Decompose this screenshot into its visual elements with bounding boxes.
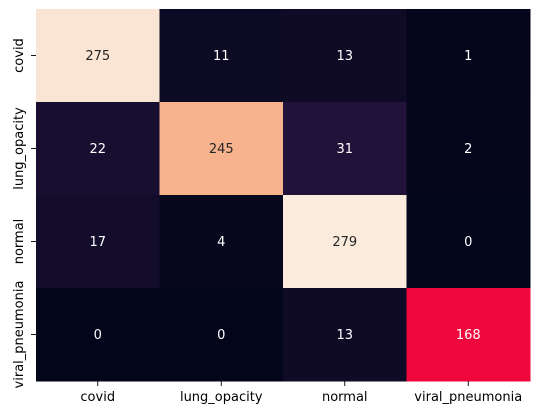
heatmap-cell-covid-normal (283, 9, 407, 103)
heatmap-cell-viral_pneumonia-viral_pneumonia (406, 288, 531, 382)
cell-value-label: 0 (217, 328, 225, 343)
heatmap-cell-lung_opacity-covid (36, 102, 160, 196)
heatmap-cell-normal-lung_opacity (159, 195, 284, 289)
heatmap-cell-normal-viral_pneumonia (406, 195, 531, 289)
cell-value-label: 22 (89, 142, 106, 157)
cell-value-label: 31 (336, 142, 353, 157)
heatmap-cell-lung_opacity-normal (283, 102, 407, 196)
cell-value-label: 275 (85, 49, 110, 64)
cell-value-label: 1 (464, 49, 472, 64)
y-tick-label: covid (12, 38, 27, 73)
cell-value-label: 245 (209, 142, 234, 157)
heatmap-cell-lung_opacity-lung_opacity (159, 102, 284, 196)
cell-value-label: 0 (94, 328, 102, 343)
cell-value-label: 2 (464, 142, 472, 157)
heatmap-cell-viral_pneumonia-normal (283, 288, 407, 382)
heatmap-cells (36, 9, 531, 382)
cell-value-label: 168 (456, 328, 481, 343)
cell-value-label: 4 (217, 235, 225, 250)
heatmap-cell-normal-covid (36, 195, 160, 289)
y-tick-label: viral_pneumonia (12, 281, 27, 389)
heatmap-cell-covid-covid (36, 9, 160, 103)
cell-value-label: 17 (89, 235, 106, 250)
x-tick-label: covid (80, 390, 115, 405)
cell-value-label: 13 (336, 49, 353, 64)
y-tick-label: normal (12, 219, 27, 265)
cell-value-label: 13 (336, 328, 353, 343)
x-tick-label: viral_pneumonia (414, 390, 522, 405)
heatmap-cell-viral_pneumonia-covid (36, 288, 160, 382)
y-tick-label: lung_opacity (12, 107, 27, 190)
heatmap-cell-covid-lung_opacity (159, 9, 284, 103)
cell-value-label: 279 (332, 235, 357, 250)
x-axis: covid lung_opacity normal viral_pneumonia (80, 381, 522, 405)
heatmap-cell-covid-viral_pneumonia (406, 9, 531, 103)
heatmap-cell-normal-normal (283, 195, 407, 289)
heatmap-cell-viral_pneumonia-lung_opacity (159, 288, 284, 382)
cell-value-label: 0 (464, 235, 472, 250)
x-tick-label: normal (322, 390, 368, 405)
heatmap-cell-lung_opacity-viral_pneumonia (406, 102, 531, 196)
cell-value-label: 11 (213, 49, 230, 64)
heatmap-cell-labels: 275 11 13 1 22 245 31 2 17 4 279 0 0 0 13 168 (85, 49, 480, 343)
x-tick-label: lung_opacity (180, 390, 263, 405)
